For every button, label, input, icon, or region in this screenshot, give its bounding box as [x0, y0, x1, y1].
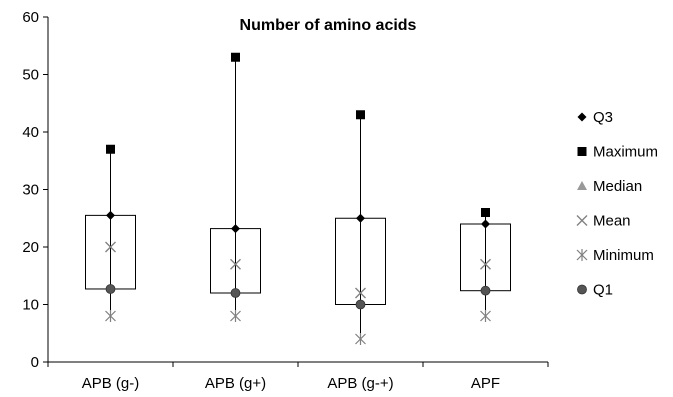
- q3-marker: [356, 213, 365, 223]
- x-tick-label: APB (g+): [205, 375, 266, 392]
- mean-marker-stroke: [355, 287, 366, 299]
- q1-marker: [355, 299, 366, 310]
- y-tick-label: 60: [22, 9, 39, 26]
- mean-marker: [105, 241, 116, 253]
- box-group: [460, 208, 511, 322]
- y-tick-label: 10: [22, 297, 39, 314]
- mean-marker: [230, 258, 241, 270]
- legend-label: Maximum: [593, 144, 658, 161]
- legend-median-marker: [577, 181, 587, 190]
- minimum-marker: [355, 333, 366, 345]
- minimum-marker: [480, 310, 491, 322]
- legend-label: Q1: [593, 282, 613, 299]
- y-tick-label: 30: [22, 182, 39, 199]
- legend-label: Minimum: [593, 247, 654, 264]
- mean-marker-stroke: [480, 258, 491, 270]
- legend-item: Q1: [577, 282, 613, 299]
- q1-marker: [230, 288, 241, 298]
- q3-marker: [481, 219, 490, 229]
- mean-marker: [480, 258, 491, 270]
- q1-marker: [480, 285, 491, 296]
- minimum-marker: [105, 310, 116, 322]
- q1-marker: [105, 284, 116, 294]
- legend-label: Mean: [593, 213, 631, 230]
- legend-q3-marker: [577, 112, 587, 122]
- legend-mean-marker: [576, 215, 588, 226]
- mean-marker-stroke: [576, 215, 588, 226]
- chart-title: Number of amino acids: [240, 17, 417, 34]
- maximum-marker: [106, 144, 115, 154]
- maximum-marker: [231, 52, 240, 62]
- mean-marker-stroke: [105, 241, 116, 253]
- y-tick-label: 40: [22, 124, 39, 141]
- q3-marker: [231, 224, 240, 234]
- mean-marker: [355, 287, 366, 299]
- legend-maximum-marker: [577, 147, 587, 156]
- minimum-marker: [230, 310, 241, 322]
- axes: 0 10 20 30 40 50 60 APB (g-) APB (g+) APB (g-+) AP…: [22, 9, 549, 392]
- legend-item: Minimum: [576, 247, 654, 264]
- legend-item: Q3: [577, 109, 613, 126]
- q3-marker: [106, 210, 115, 220]
- x-tick-label: APB (g-): [82, 375, 140, 392]
- box-group: [335, 110, 386, 345]
- y-tick-label: 0: [31, 354, 39, 371]
- legend: Q3 Maximum Median Mean Minimum Q1: [576, 109, 658, 299]
- box-group: [85, 144, 136, 322]
- y-tick-label: 20: [22, 239, 39, 256]
- legend-label: Median: [593, 178, 642, 195]
- y-tick-label: 50: [22, 67, 39, 84]
- legend-label: Q3: [593, 109, 613, 126]
- legend-item: Maximum: [577, 144, 658, 161]
- mean-marker-stroke: [230, 258, 241, 270]
- boxes: [85, 52, 511, 345]
- legend-item: Median: [577, 178, 642, 195]
- x-tick-label: APF: [471, 375, 500, 392]
- legend-q1-marker: [577, 284, 587, 295]
- legend-minimum-marker: [576, 249, 588, 261]
- maximum-marker: [356, 110, 365, 120]
- maximum-marker: [481, 208, 490, 217]
- legend-item: Mean: [576, 213, 631, 230]
- box-group: [210, 52, 261, 322]
- x-tick-label: APB (g-+): [327, 375, 393, 392]
